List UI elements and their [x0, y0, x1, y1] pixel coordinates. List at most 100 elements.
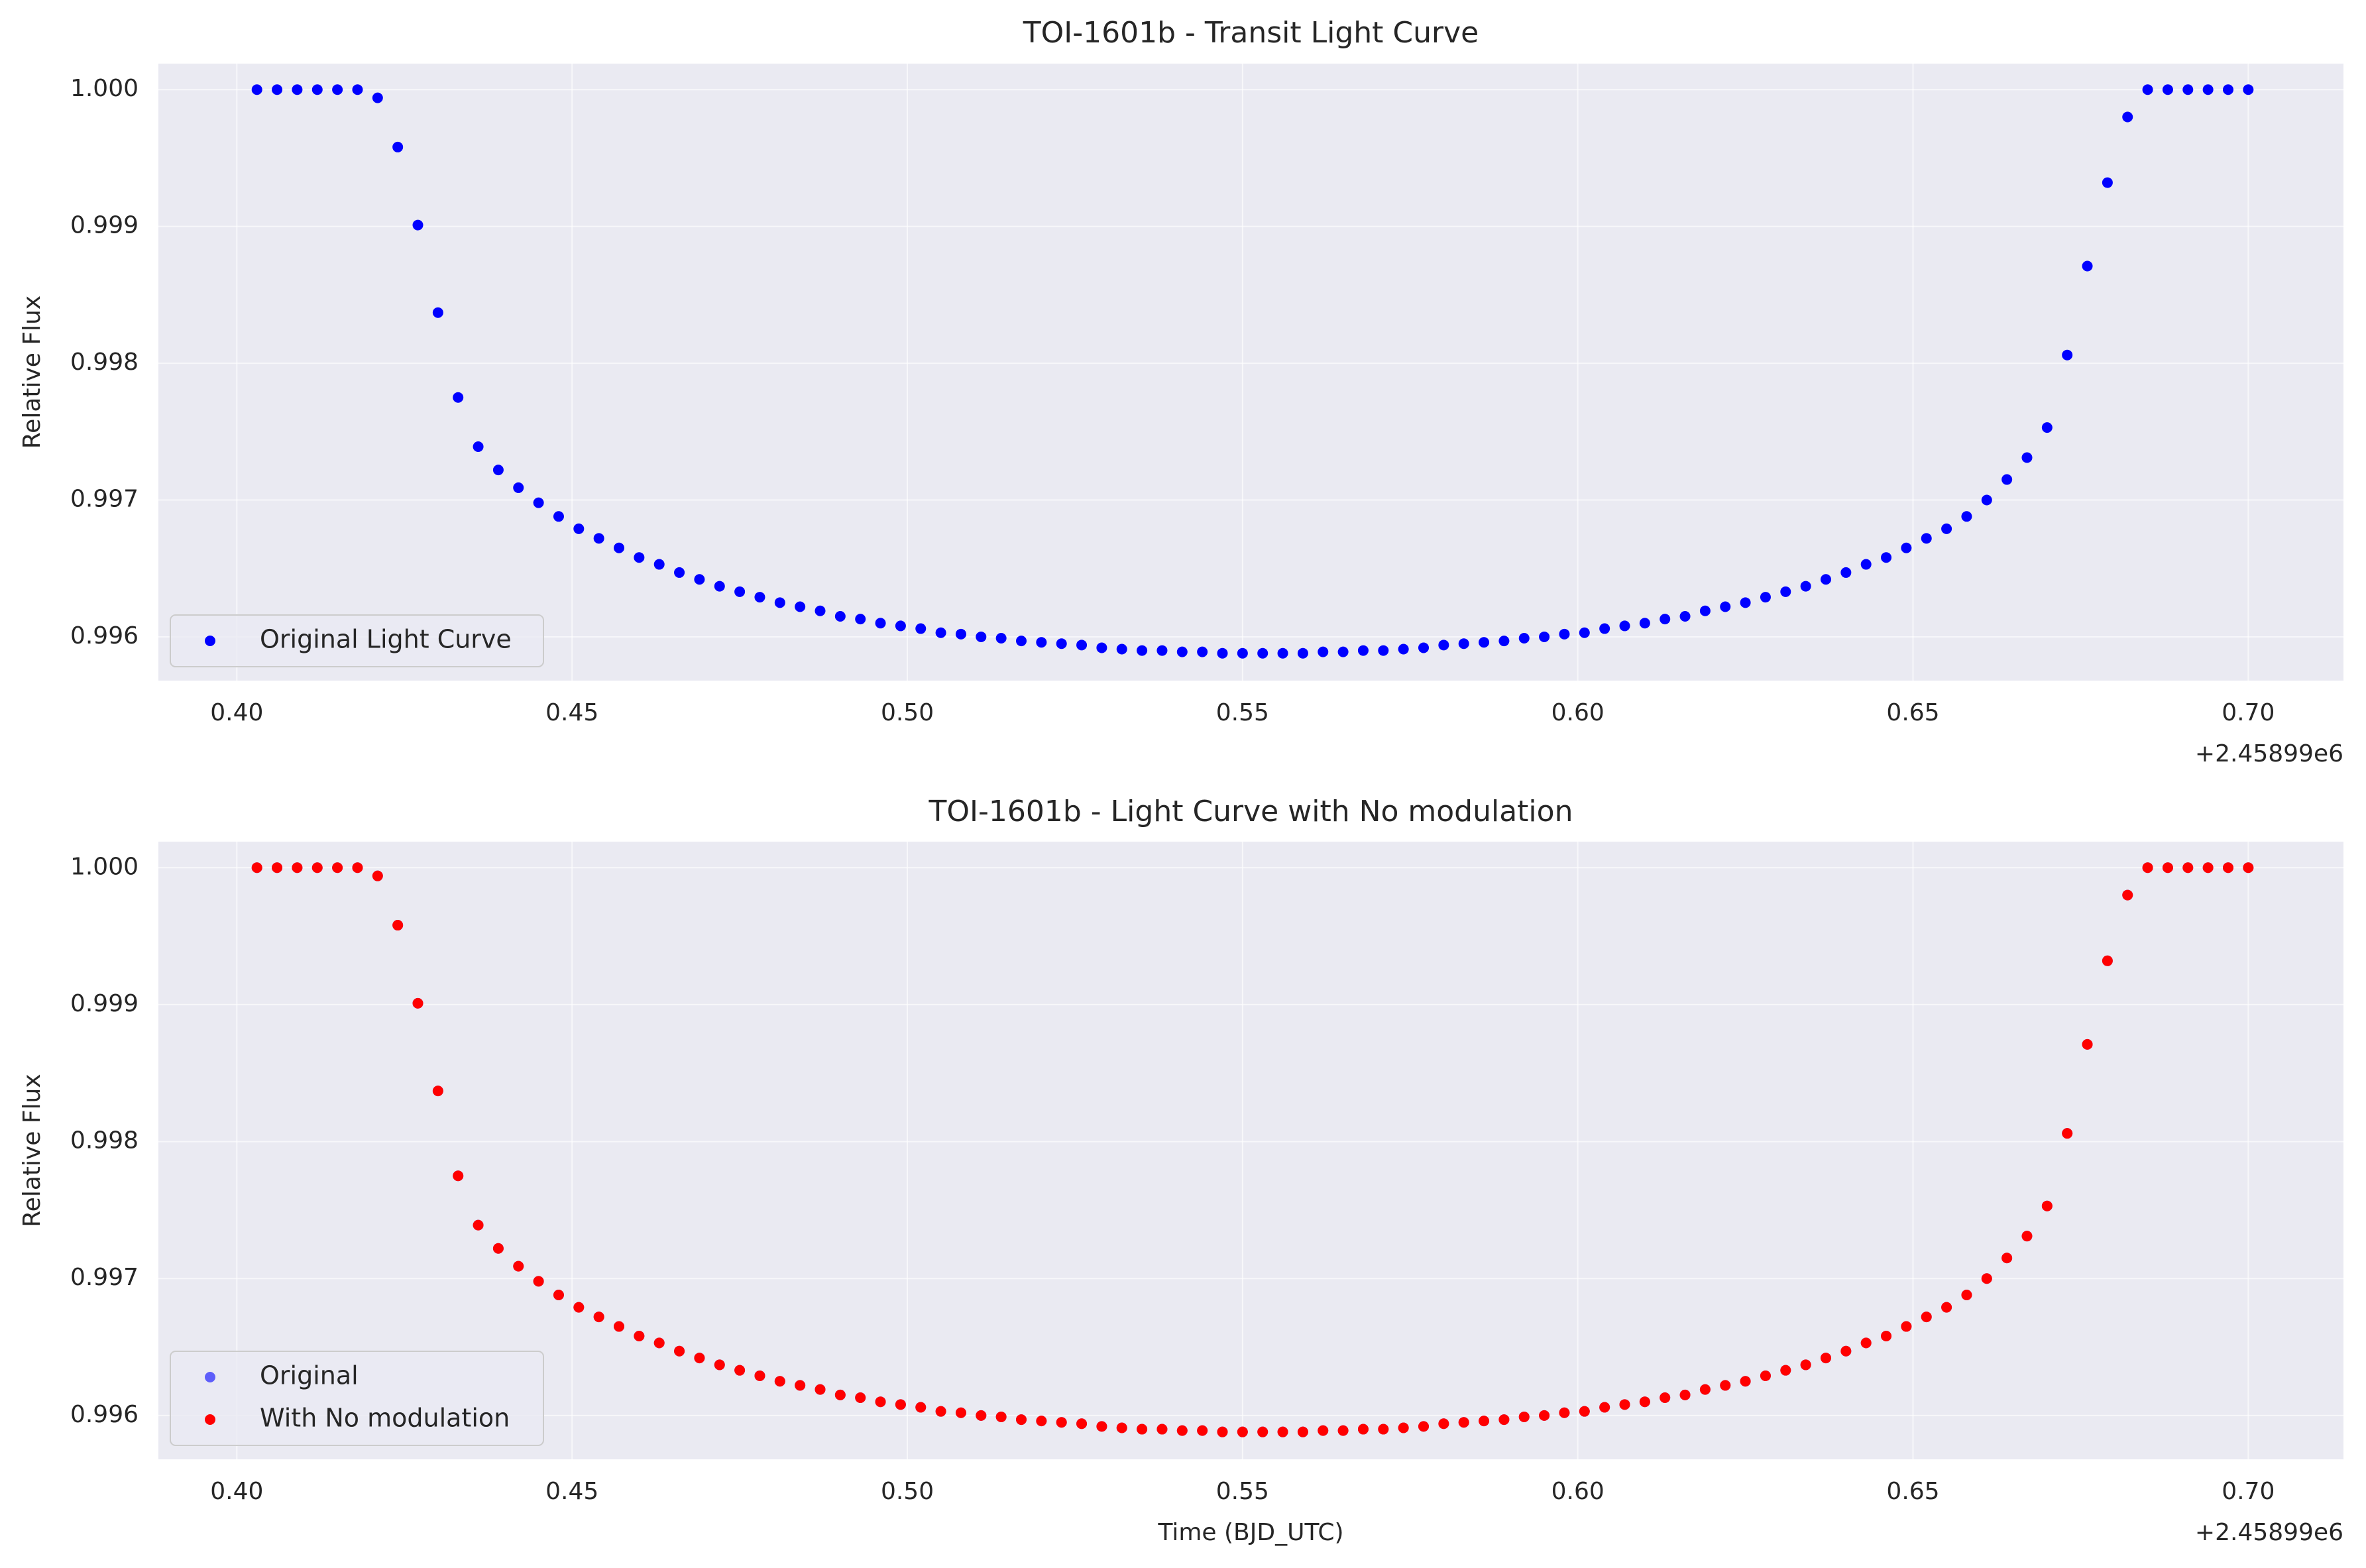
point	[453, 1170, 464, 1182]
point	[473, 1219, 484, 1231]
point	[1981, 1273, 1992, 1284]
series	[251, 84, 2254, 659]
point	[1217, 647, 1228, 659]
point	[2122, 889, 2133, 901]
point	[1901, 1321, 1912, 1332]
point	[1740, 597, 1751, 608]
point	[533, 497, 544, 508]
point	[1438, 640, 1449, 651]
point	[1820, 574, 1831, 585]
series	[251, 862, 2254, 1437]
point	[1921, 1312, 1932, 1323]
point	[292, 84, 303, 95]
point	[976, 631, 987, 642]
point	[513, 1260, 524, 1272]
point	[2243, 862, 2254, 873]
point	[1418, 1421, 1430, 1432]
point	[1941, 1302, 1952, 1313]
point	[895, 620, 906, 632]
point	[392, 141, 404, 152]
point	[1720, 1380, 1731, 1391]
point	[1197, 1425, 1208, 1436]
point	[1699, 605, 1711, 616]
point	[1800, 581, 1811, 592]
point	[614, 1321, 625, 1332]
legend-label: With No modulation	[260, 1404, 510, 1433]
point	[1237, 647, 1248, 659]
point	[2041, 1200, 2053, 1211]
point	[311, 84, 323, 95]
point	[1297, 647, 1308, 659]
point	[533, 1276, 544, 1287]
point	[1116, 1422, 1127, 1433]
y-tick-label: 0.997	[70, 1264, 139, 1291]
point	[1237, 1426, 1248, 1437]
point	[674, 1345, 685, 1357]
point	[593, 1312, 604, 1323]
y-tick-label: 0.999	[70, 990, 139, 1017]
point	[1297, 1426, 1308, 1437]
point	[875, 618, 886, 629]
x-tick-label: 0.65	[1886, 699, 1939, 726]
point	[734, 586, 746, 597]
point	[1518, 1411, 1530, 1422]
point	[1076, 1418, 1088, 1429]
point	[1539, 1410, 1550, 1421]
point	[995, 1411, 1007, 1422]
y-tick-label: 1.000	[70, 75, 139, 102]
point	[895, 1399, 906, 1410]
point	[352, 84, 363, 95]
point	[1277, 647, 1288, 659]
point	[1840, 1345, 1852, 1357]
point	[1438, 1418, 1449, 1429]
point	[875, 1396, 886, 1408]
point	[332, 862, 343, 873]
point	[774, 1376, 785, 1387]
point	[1881, 1331, 1892, 1342]
point	[1458, 638, 1469, 649]
point	[1318, 646, 1329, 657]
point	[553, 1290, 564, 1301]
x-tick-label: 0.60	[1551, 1478, 1605, 1505]
point	[1076, 640, 1088, 651]
x-tick-label: 0.50	[881, 699, 934, 726]
point	[976, 1410, 987, 1421]
point	[2062, 1128, 2073, 1139]
point	[1639, 1396, 1650, 1408]
point	[1036, 1416, 1047, 1427]
point	[1921, 533, 1932, 544]
point	[2102, 955, 2113, 966]
point	[1498, 1414, 1510, 1426]
point	[553, 511, 564, 522]
point	[795, 1380, 806, 1391]
point	[1016, 1414, 1027, 1426]
y-tick-label: 0.998	[70, 1127, 139, 1154]
point	[634, 1331, 645, 1342]
point	[1981, 494, 1992, 506]
point	[734, 1365, 746, 1376]
point	[1679, 610, 1691, 622]
point	[2202, 84, 2214, 95]
point	[1559, 1407, 1570, 1418]
point	[1961, 1290, 1972, 1301]
point	[1398, 644, 1409, 655]
point	[1539, 631, 1550, 642]
legend-label: Original	[260, 1361, 359, 1390]
point	[834, 1389, 846, 1400]
x-offset-label: +2.45899e6	[2195, 740, 2343, 767]
point	[1660, 1392, 1671, 1404]
point	[2001, 474, 2013, 485]
point	[1156, 1424, 1168, 1435]
point	[1660, 614, 1671, 625]
point	[1800, 1359, 1811, 1371]
point	[432, 307, 443, 318]
chart-title: TOI-1601b - Light Curve with No modulati…	[929, 795, 1573, 828]
x-tick-label: 0.55	[1216, 699, 1269, 726]
point	[674, 567, 685, 578]
point	[1881, 552, 1892, 563]
x-tick-label: 0.40	[210, 1478, 263, 1505]
point	[1398, 1422, 1409, 1433]
point	[774, 597, 785, 608]
y-tick-label: 0.999	[70, 212, 139, 239]
point	[754, 1370, 765, 1381]
